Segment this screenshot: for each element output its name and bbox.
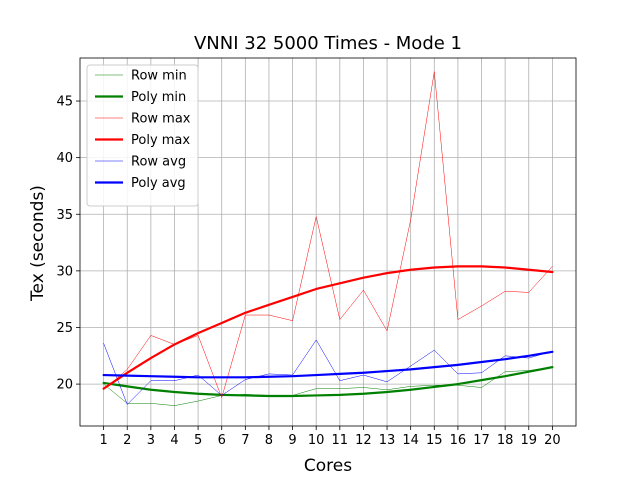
series-line-poly-min [102, 366, 554, 398]
x-tick-label: 3 [147, 433, 155, 448]
x-tick-label: 10 [308, 433, 325, 448]
y-tick-label: 45 [56, 95, 73, 110]
y-tick-label: 30 [56, 264, 73, 279]
x-tick-label: 4 [170, 433, 178, 448]
legend-box [86, 64, 199, 207]
x-tick-label: 5 [194, 433, 202, 448]
y-tick-label: 40 [56, 151, 73, 166]
x-tick-label: 16 [450, 433, 467, 448]
x-tick-label: 20 [544, 433, 561, 448]
legend-entry-label: Row min [131, 69, 187, 84]
x-tick-label: 17 [473, 433, 490, 448]
tick-layer: 1 2 3 4 5 6 7 8 9 10 11 12 13 14 15 16 17 18 19 20202530354… [56, 95, 560, 448]
legend-entry-label: Row max [131, 112, 191, 127]
x-tick-label: 15 [426, 433, 443, 448]
x-tick-label: 11 [332, 433, 349, 448]
y-tick-label: 20 [56, 378, 73, 393]
x-tick-label: 14 [402, 433, 419, 448]
y-axis-label: Tex (seconds) [28, 185, 48, 302]
x-tick-label: 12 [355, 433, 372, 448]
series-line-row-avg [103, 339, 553, 405]
x-tick-label: 19 [520, 433, 537, 448]
series-layer [102, 71, 554, 406]
x-tick-label: 8 [265, 433, 273, 448]
x-tick-label: 9 [288, 433, 296, 448]
x-tick-label: 1 [99, 433, 107, 448]
series-line-poly-avg [102, 350, 554, 379]
y-tick-label: 35 [56, 208, 73, 223]
legend: Row min Poly min Row max Poly max Row avg Pol… [86, 64, 199, 207]
legend-entry-label: Row avg [131, 155, 186, 170]
legend-entry-label: Poly min [131, 90, 186, 105]
x-tick-label: 18 [497, 433, 514, 448]
legend-entry-label: Poly avg [131, 176, 186, 191]
x-tick-label: 7 [241, 433, 249, 448]
x-tick-label: 13 [379, 433, 396, 448]
series-line-poly-max [102, 265, 554, 390]
y-tick-label: 25 [56, 321, 73, 336]
x-tick-label: 6 [218, 433, 226, 448]
plot-frame [79, 57, 577, 427]
x-tick-label: 2 [123, 433, 131, 448]
legend-entry-label: Poly max [131, 133, 190, 148]
series-line-row-min [103, 366, 553, 406]
x-axis-label: Cores [304, 456, 352, 476]
chart-title: VNNI 32 5000 Times - Mode 1 [194, 33, 462, 54]
